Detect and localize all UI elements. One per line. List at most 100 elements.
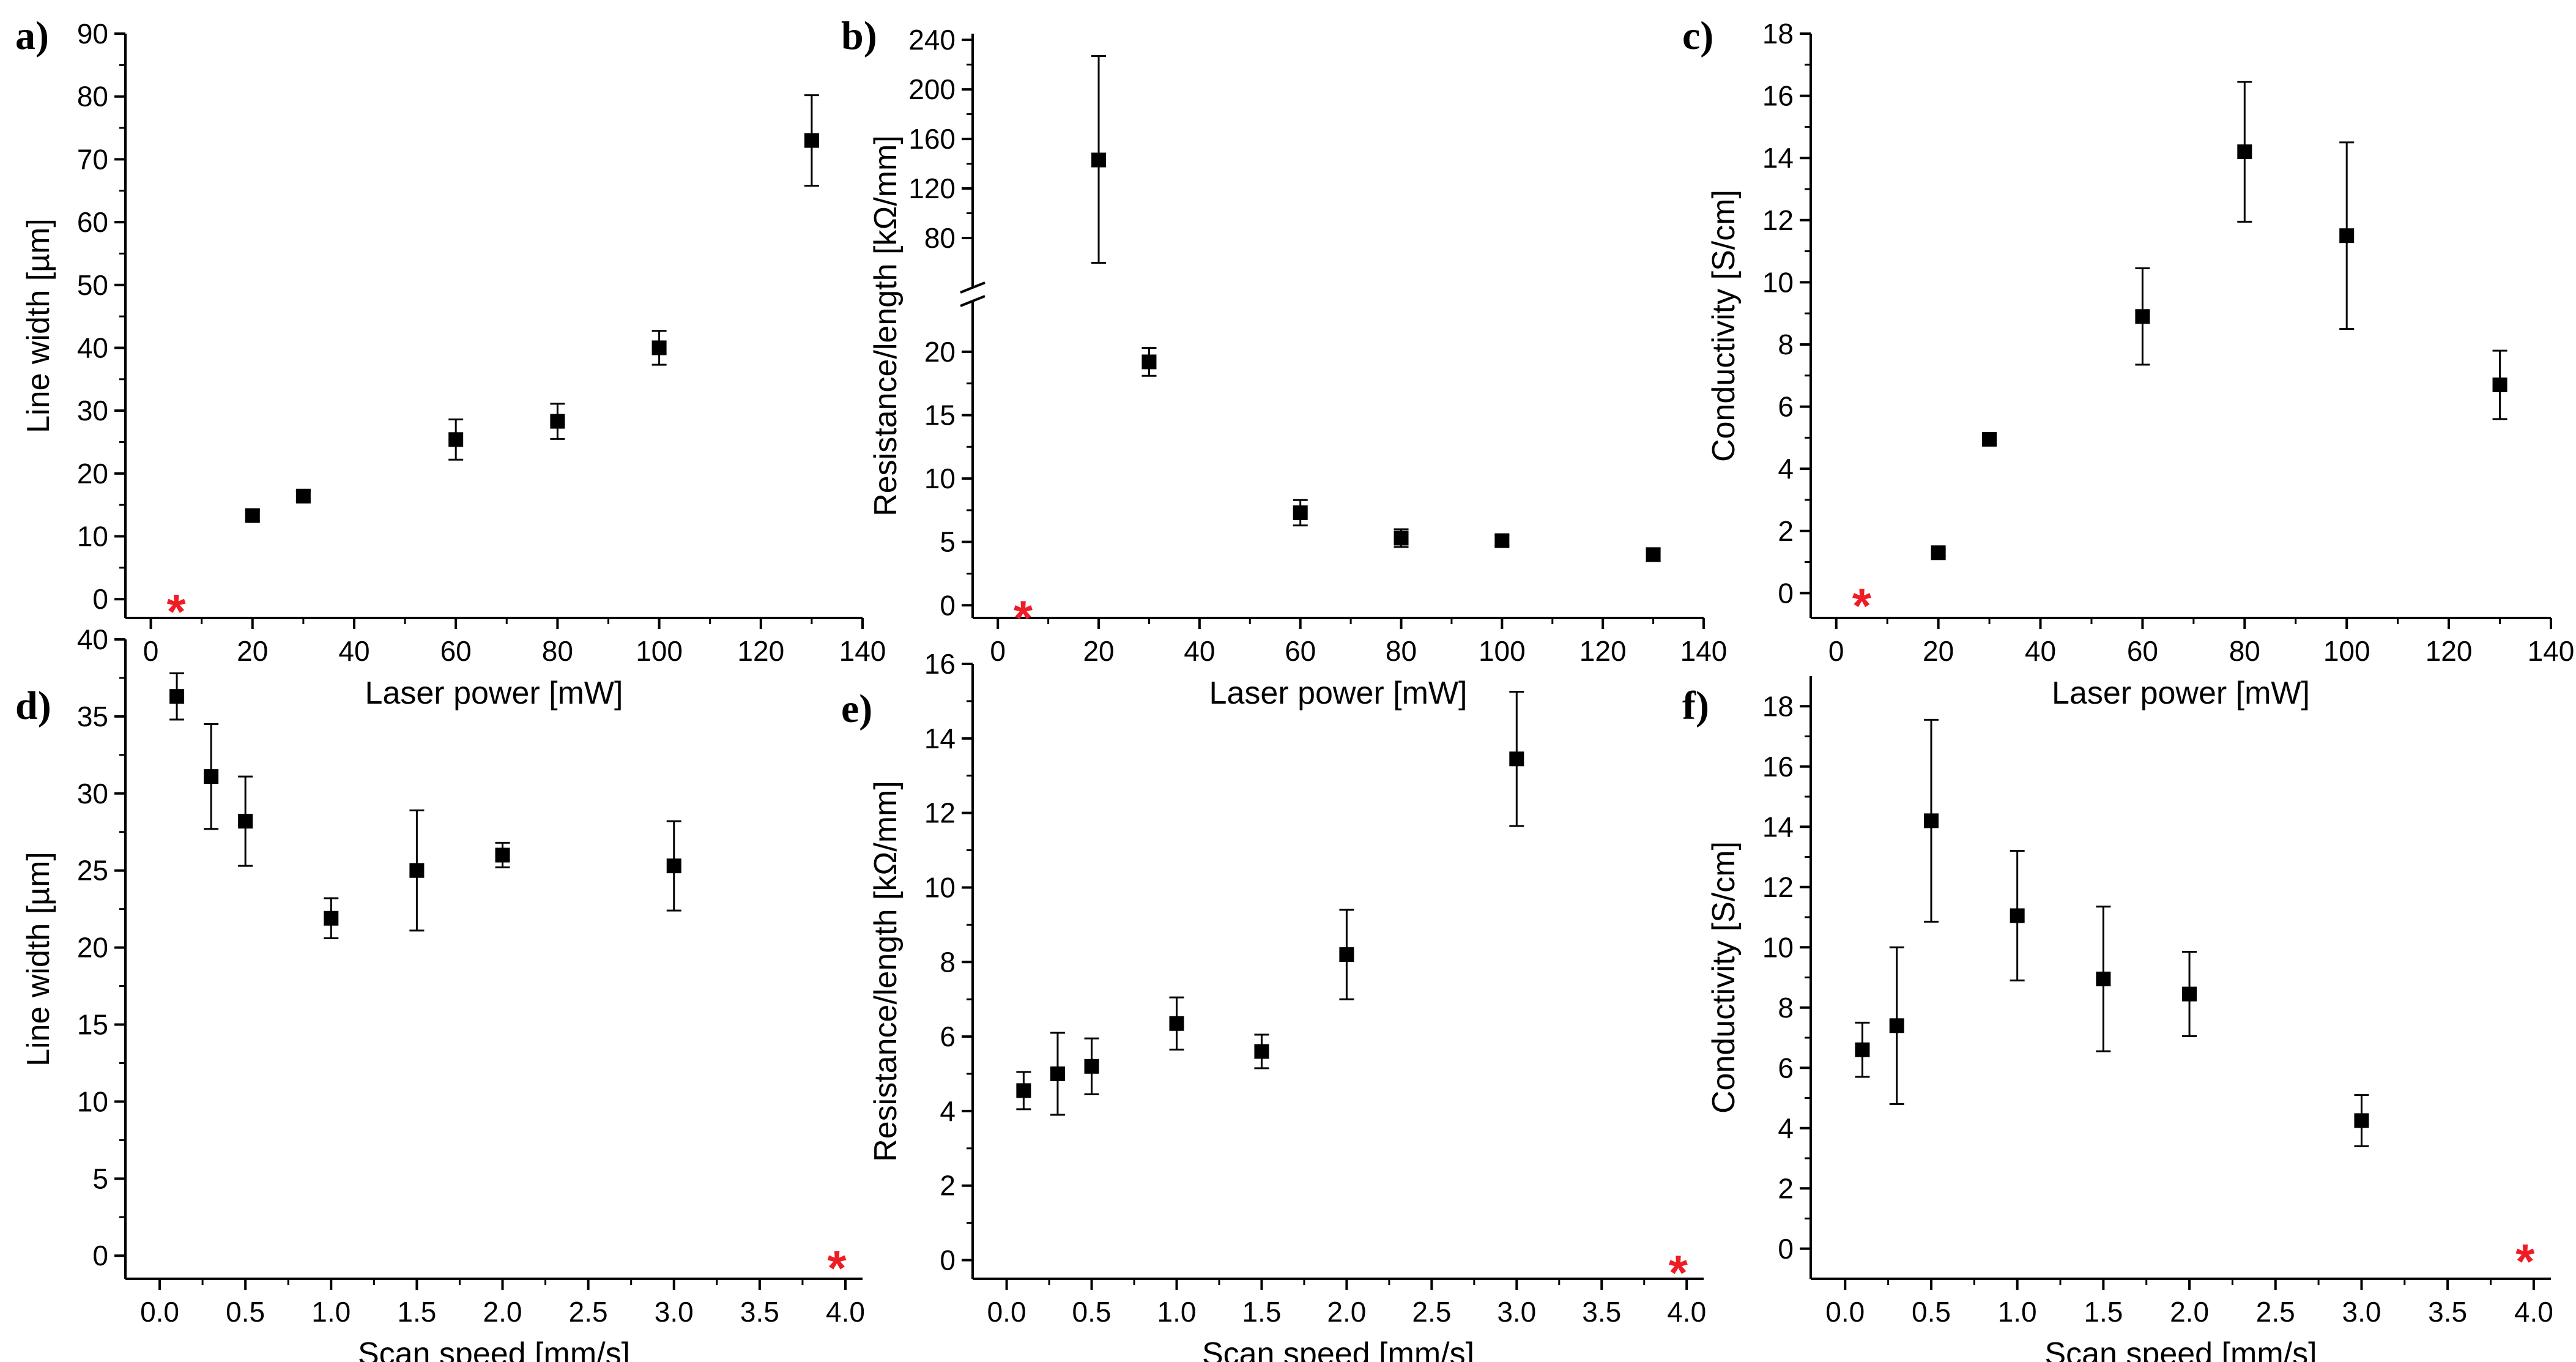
panel-f-conductivity-vs-scan-speed: 0.0 0.5 1.0 1.5 2.0 2.5 3.0 3.5 4.0 0 2 4 6 8 10 12 14 16… <box>1682 676 2553 1362</box>
y-tick-label: 10 <box>1762 266 1794 298</box>
data-point <box>448 432 464 447</box>
x-tick-label: 2.0 <box>2170 1296 2209 1328</box>
data-point <box>1494 533 1510 548</box>
x-tick-label: 0 <box>1828 635 1844 667</box>
x-tick-label: 100 <box>636 635 683 667</box>
panel-d-line-width-vs-scan-speed: 0.0 0.5 1.0 1.5 2.0 2.5 3.0 3.5 4.0 0 5 10 15 20 25 30 3… <box>15 623 865 1362</box>
y-tick-label: 10 <box>924 871 956 903</box>
x-tick-label: 1.5 <box>1242 1296 1281 1328</box>
data-point <box>1339 947 1354 962</box>
data-point <box>1050 1066 1065 1081</box>
data-point <box>1646 547 1661 562</box>
data-point <box>1293 505 1308 521</box>
y-tick-label: 0 <box>1778 1233 1794 1265</box>
data-point <box>1855 1042 1870 1057</box>
x-tick-label: 2.5 <box>2256 1296 2295 1328</box>
data-point <box>1509 751 1524 767</box>
y-tick-label: 4 <box>940 1095 956 1127</box>
data-point <box>324 910 339 926</box>
y-axis-title: Line width [µm] <box>21 852 56 1066</box>
x-tick-label: 140 <box>2528 635 2575 667</box>
x-tick-label: 20 <box>237 635 268 667</box>
x-tick-label: 0.5 <box>1072 1296 1112 1328</box>
x-tick-label: 100 <box>2323 635 2370 667</box>
y-tick-label: 20 <box>77 932 108 964</box>
data-point <box>1394 530 1409 546</box>
data-point <box>1091 152 1107 168</box>
x-tick-label: 60 <box>1285 635 1316 667</box>
data-point <box>651 340 667 355</box>
data-point <box>204 769 219 784</box>
x-tick-label: 20 <box>1083 635 1114 667</box>
data-point <box>2237 144 2252 160</box>
y-tick-label: 10 <box>77 521 108 553</box>
x-tick-label: 0.5 <box>226 1296 265 1328</box>
data-point <box>1931 545 1946 560</box>
y-tick-label: 240 <box>908 24 956 56</box>
data-point <box>238 814 253 829</box>
y-tick-label: 25 <box>77 855 108 887</box>
y-tick-label: 0 <box>940 589 956 621</box>
y-tick-label: 60 <box>77 206 108 238</box>
y-tick-label: 8 <box>940 946 956 978</box>
data-point <box>1169 1016 1184 1031</box>
red-star-marker: * <box>1014 590 1033 645</box>
y-axis-title: Conductivity [S/cm] <box>1706 190 1742 462</box>
x-tick-label: 60 <box>2127 635 2158 667</box>
x-tick-label: 3.5 <box>1582 1296 1621 1328</box>
x-tick-label: 3.0 <box>1497 1296 1536 1328</box>
x-tick-label: 3.0 <box>655 1296 694 1328</box>
x-tick-label: 140 <box>839 635 886 667</box>
panel-e-resistance-vs-scan-speed: 0.0 0.5 1.0 1.5 2.0 2.5 3.0 3.5 4.0 0 2 4 6 8 10 12 14 16… <box>841 648 1706 1362</box>
x-tick-label: 0.0 <box>987 1296 1026 1328</box>
y-tick-label: 14 <box>1762 142 1794 174</box>
data-point <box>495 847 510 863</box>
y-tick-label: 0 <box>92 583 108 615</box>
y-tick-label: 160 <box>908 123 956 155</box>
red-star-marker: * <box>1669 1246 1688 1300</box>
x-tick-label: 4.0 <box>826 1296 865 1328</box>
x-tick-label: 120 <box>1579 635 1627 667</box>
y-tick-label: 14 <box>1762 811 1794 843</box>
data-point <box>1923 813 1939 828</box>
y-axis-title: Resistance/length [kΩ/mm] <box>868 781 904 1162</box>
x-tick-label: 40 <box>2025 635 2056 667</box>
data-point <box>2492 378 2507 393</box>
y-tick-label: 80 <box>924 222 956 254</box>
y-tick-label: 12 <box>1762 871 1794 903</box>
data-point <box>1982 431 1997 447</box>
x-tick-label: 120 <box>737 635 784 667</box>
data-point <box>1016 1083 1031 1098</box>
x-tick-label: 80 <box>1386 635 1417 667</box>
y-tick-label: 10 <box>924 463 956 494</box>
x-tick-label: 60 <box>440 635 472 667</box>
panel-label: c) <box>1682 13 1713 58</box>
axis-break-gap <box>964 288 981 300</box>
x-tick-label: 1.0 <box>1157 1296 1197 1328</box>
y-tick-label: 200 <box>908 73 956 105</box>
data-point <box>666 858 681 874</box>
y-tick-label: 12 <box>924 797 956 829</box>
y-tick-label: 2 <box>940 1170 956 1202</box>
y-tick-label: 15 <box>77 1009 108 1041</box>
panel-label: d) <box>15 683 51 728</box>
x-tick-label: 0.5 <box>1912 1296 1951 1328</box>
y-tick-label: 5 <box>92 1163 108 1194</box>
data-point <box>1084 1059 1099 1074</box>
x-tick-label: 2.5 <box>569 1296 608 1328</box>
y-axis-title: Resistance/length [kΩ/mm] <box>868 135 904 516</box>
y-tick-label: 16 <box>1762 80 1794 112</box>
y-tick-label: 8 <box>1778 992 1794 1024</box>
panel-label: f) <box>1682 683 1709 728</box>
x-tick-label: 3.5 <box>740 1296 779 1328</box>
x-tick-label: 140 <box>1680 635 1728 667</box>
y-axis-title: Line width [µm] <box>21 218 56 433</box>
red-star-marker: * <box>167 584 187 639</box>
x-axis-title: Laser power [mW] <box>1209 675 1468 711</box>
y-tick-label: 4 <box>1778 1112 1794 1144</box>
x-tick-label: 4.0 <box>2514 1296 2553 1328</box>
panel-c-conductivity-vs-laser-power: 0 20 40 60 80 100 120 140 0 2 4 6 8 10 12 14 16 18 Laser p… <box>1682 13 2574 711</box>
y-tick-label: 70 <box>77 143 108 175</box>
red-star-marker: * <box>827 1241 847 1295</box>
